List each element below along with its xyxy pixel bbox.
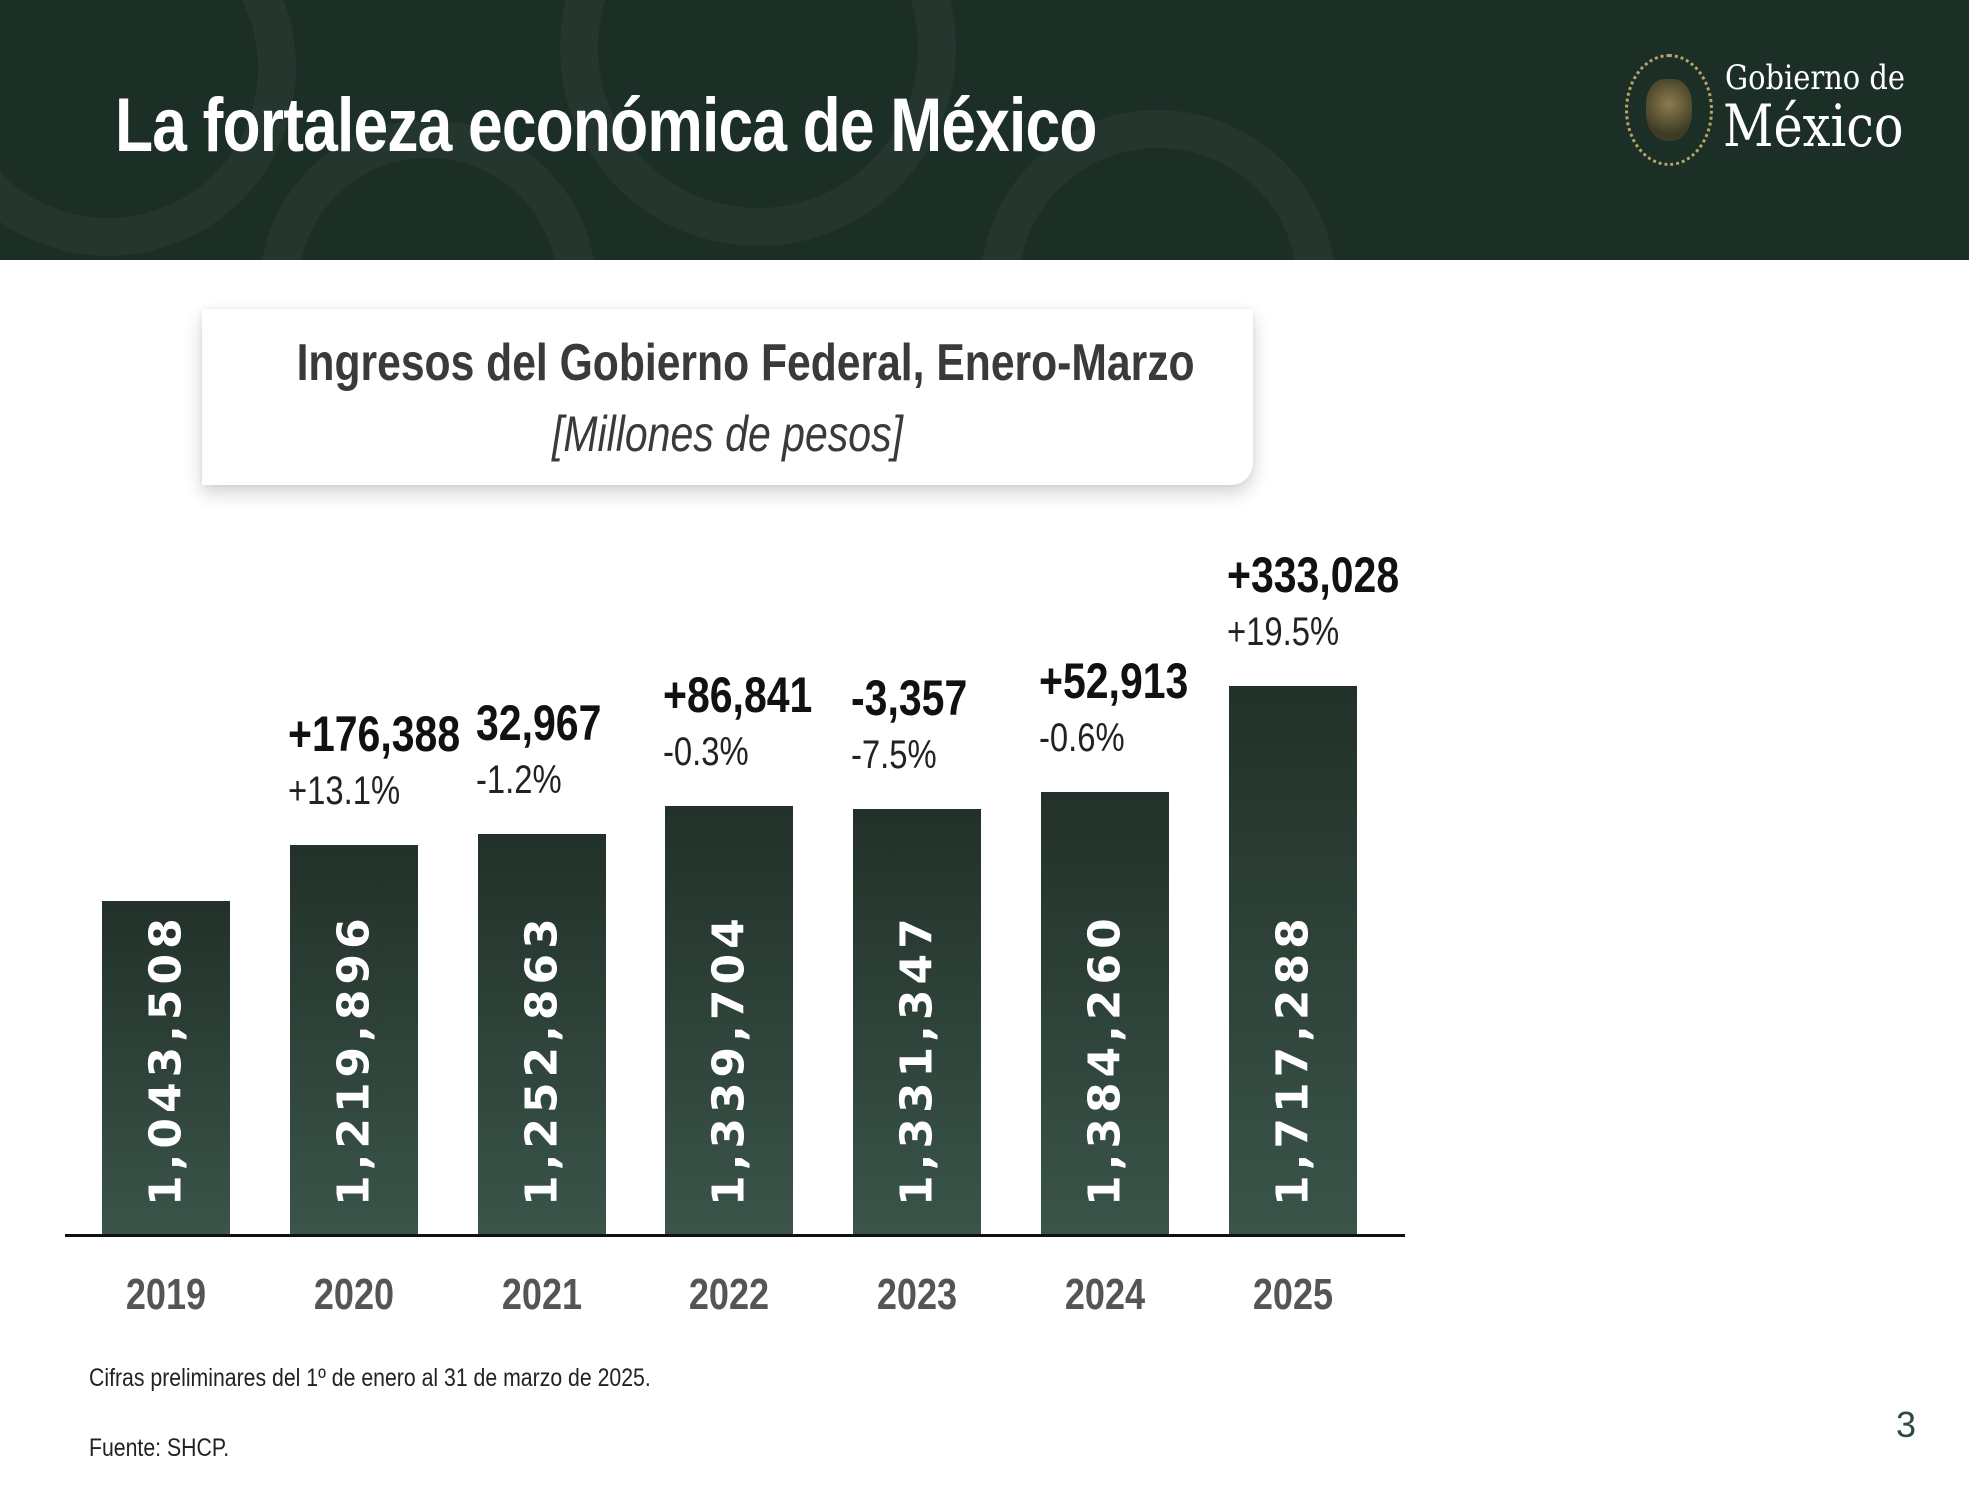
header-banner: La fortaleza económica de México Gobiern… (0, 0, 1969, 260)
change-label: 32,967 (475, 695, 602, 752)
chart-subtitle: [Millones de pesos] (552, 406, 903, 462)
bar-2021: 1,252,863 (477, 834, 606, 1234)
percent-change-label: +19.5% (1226, 610, 1339, 654)
percent-change-label: -1.2% (475, 758, 562, 803)
page-title: La fortaleza económica de México (115, 83, 1097, 168)
bar-2025: 1,717,288 (1228, 686, 1357, 1234)
change-label: +176,388 (287, 705, 460, 762)
bar-value-text: 1,717,288 (1267, 913, 1319, 1206)
bar-value-text: 1,384,260 (1079, 913, 1131, 1206)
x-tick-label: 2025 (1252, 1270, 1333, 1319)
change-label: +52,913 (1039, 653, 1189, 710)
x-axis-line (65, 1234, 1405, 1237)
bar-2020: 1,219,896 (289, 844, 418, 1234)
x-tick-label: 2021 (501, 1270, 582, 1319)
x-tick-label: 2023 (877, 1270, 958, 1319)
source-note: Fuente: SHCP. (89, 1434, 230, 1462)
x-tick-label: 2024 (1064, 1270, 1146, 1319)
bar-value-text: 1,331,347 (891, 913, 943, 1206)
page-number: 3 (1896, 1404, 1917, 1445)
change-label: -3,357 (851, 670, 968, 727)
change-label: +86,841 (663, 667, 813, 724)
percent-change-label: -7.5% (851, 733, 937, 778)
x-tick-label: 2022 (689, 1270, 770, 1319)
x-tick-label: 2020 (313, 1270, 394, 1319)
change-label: +333,028 (1226, 547, 1399, 603)
x-tick-label: 2019 (125, 1270, 207, 1319)
percent-change-label: +13.1% (287, 768, 400, 813)
bar-2022: 1,339,704 (665, 806, 794, 1234)
percent-change-label: -0.6% (1039, 716, 1125, 761)
logo-text-line1: Gobierno de (1725, 58, 1905, 98)
gobierno-de-mexico-logo: Gobierno de México (1625, 50, 1955, 170)
bar-2024: 1,384,260 (1041, 792, 1169, 1234)
bar-value-text: 1,339,704 (703, 913, 755, 1206)
national-seal-icon (1625, 54, 1713, 166)
bar-2023: 1,331,347 (853, 809, 982, 1234)
chart-title: Ingresos del Gobierno Federal, Enero-Mar… (296, 334, 1195, 392)
logo-text-line2: México (1723, 92, 1904, 160)
percent-change-label: -0.3% (663, 730, 750, 775)
preliminary-note: Cifras preliminares del 1º de enero al 3… (89, 1364, 651, 1392)
bar-value-text: 1,219,896 (328, 913, 380, 1206)
bar-2019: 1,043,508 (102, 901, 230, 1234)
chart-title-box: Ingresos del Gobierno Federal, Enero-Mar… (202, 309, 1253, 485)
bar-value-text: 1,252,863 (516, 913, 568, 1206)
bar-value-text: 1,043,508 (140, 913, 192, 1206)
